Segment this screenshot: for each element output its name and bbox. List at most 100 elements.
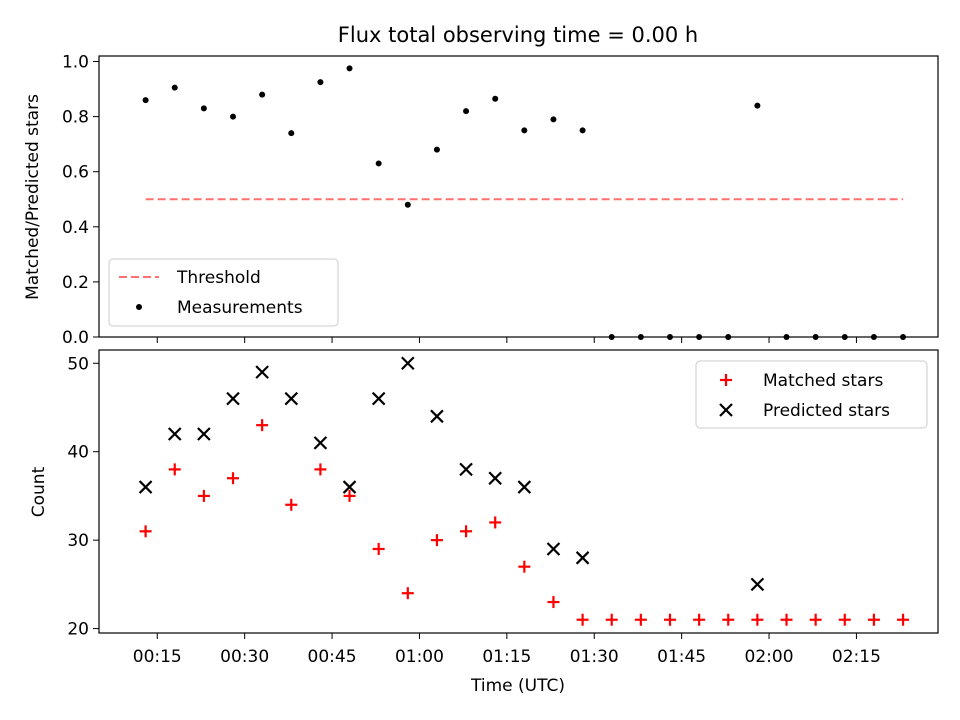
measurement-point <box>870 334 877 340</box>
legend-measurements-label: Measurements <box>177 298 303 318</box>
bottom-y-tick-label: 40 <box>67 443 89 463</box>
bottom-y-tick-label: 50 <box>67 354 89 374</box>
measurement-point <box>637 334 644 340</box>
predicted-stars-point <box>401 356 415 371</box>
bottom-y-axis-label: Count <box>29 466 49 517</box>
measurement-point <box>200 105 207 112</box>
matched-stars-point <box>227 472 240 485</box>
legend-predicted-swatch <box>719 403 733 417</box>
measurement-point <box>550 116 557 123</box>
predicted-stars-point-b <box>371 391 386 406</box>
measurement-point <box>812 334 819 340</box>
matched-stars-point <box>314 463 327 476</box>
matched-stars-point <box>343 489 356 502</box>
predicted-stars-point <box>167 427 182 441</box>
bottom-x-ticks: 00:15 00:30 00:45 01:00 01:15 01:30 01:45 02:00… <box>133 633 881 667</box>
x-axis-label: Time (UTC) <box>470 676 565 696</box>
x-tick-label: 01:45 <box>657 647 706 667</box>
predicted-stars-point-b <box>197 427 211 441</box>
x-tick-label: 01:00 <box>395 647 444 667</box>
predicted-stars-point-b <box>430 409 444 424</box>
measurement-point <box>783 334 790 340</box>
predicted-stars-point <box>430 409 444 424</box>
predicted-stars-point <box>750 577 765 592</box>
matched-stars-point <box>838 613 851 626</box>
bottom-y-tick-label: 20 <box>67 620 89 640</box>
x-tick-label: 01:30 <box>570 647 619 667</box>
predicted-stars-point-b <box>138 480 153 494</box>
matched-stars-point <box>430 534 443 547</box>
predicted-stars-point-b <box>313 436 328 450</box>
matched-stars-point <box>139 525 152 538</box>
x-tick-label: 02:15 <box>832 647 881 667</box>
matched-stars-point <box>634 613 647 626</box>
measurement-point <box>288 130 295 137</box>
top-y-tick-label: 0.2 <box>62 273 89 293</box>
matched-stars-point <box>401 587 414 600</box>
predicted-stars-point-b <box>459 462 473 477</box>
predicted-stars-point <box>575 551 590 565</box>
measurement-point <box>521 127 528 134</box>
legend-matched-swatch <box>720 374 732 386</box>
predicted-stars-point-b <box>575 551 590 565</box>
measurement-point <box>346 65 353 72</box>
predicted-stars-point <box>371 391 386 406</box>
matched-stars-point <box>576 613 589 626</box>
predicted-stars-point <box>255 365 269 379</box>
top-y-axis-label: Matched/Predicted stars <box>23 94 43 300</box>
matched-stars-point <box>605 613 618 626</box>
top-y-tick-label: 0.0 <box>62 328 89 348</box>
predicted-stars-point <box>488 471 502 486</box>
predicted-stars-point-b <box>401 356 415 371</box>
predicted-stars-point <box>226 391 240 406</box>
predicted-stars-point <box>546 542 561 556</box>
x-tick-label: 00:30 <box>220 647 269 667</box>
measurement-point <box>900 334 907 340</box>
matched-stars-point <box>256 419 269 432</box>
bottom-series <box>138 356 910 626</box>
matched-stars-point <box>547 596 560 609</box>
predicted-stars-point-b <box>255 365 269 379</box>
predicted-stars-point <box>138 480 153 494</box>
x-tick-label: 02:00 <box>745 647 794 667</box>
bottom-y-ticks: 20 30 40 50 <box>67 354 99 640</box>
measurement-point <box>666 334 673 340</box>
top-y-tick-label: 0.6 <box>62 163 89 183</box>
predicted-stars-point-b <box>226 391 240 406</box>
measurement-point <box>696 334 703 340</box>
measurement-point <box>259 91 266 98</box>
measurement-point <box>317 79 324 86</box>
matched-stars-point <box>197 489 210 502</box>
top-y-ticks: 0.0 0.2 0.4 0.6 0.8 1.0 <box>62 53 99 348</box>
bottom-legend: Matched stars Predicted stars <box>695 360 928 429</box>
legend-predicted-label: Predicted stars <box>763 401 890 421</box>
legend-measurements-swatch <box>136 304 142 310</box>
top-x-ticks <box>156 337 857 343</box>
predicted-stars-point <box>517 480 532 494</box>
matched-stars-point <box>285 498 298 511</box>
predicted-stars-point <box>197 427 211 441</box>
bottom-y-tick-label: 30 <box>67 531 89 551</box>
matched-stars-point <box>460 525 473 538</box>
matched-stars-point <box>867 613 880 626</box>
predicted-stars-point-b <box>342 480 357 494</box>
legend-matched-label: Matched stars <box>763 371 883 391</box>
matched-stars-point <box>693 613 706 626</box>
top-legend-box <box>108 258 339 327</box>
legend-predicted-swatch-b <box>719 403 733 417</box>
predicted-stars-point <box>459 462 473 477</box>
measurement-point <box>841 334 848 340</box>
predicted-stars-point-b <box>284 391 299 406</box>
matched-stars-point <box>722 613 735 626</box>
x-tick-label: 00:45 <box>308 647 357 667</box>
measurement-point <box>142 97 149 104</box>
predicted-stars-point <box>313 436 328 450</box>
predicted-stars-point-b <box>750 577 765 592</box>
bottom-legend-box <box>695 360 928 429</box>
matched-stars-point <box>489 516 502 529</box>
predicted-stars-point-b <box>167 427 182 441</box>
x-tick-label: 01:15 <box>482 647 531 667</box>
x-tick-label: 00:15 <box>133 647 182 667</box>
